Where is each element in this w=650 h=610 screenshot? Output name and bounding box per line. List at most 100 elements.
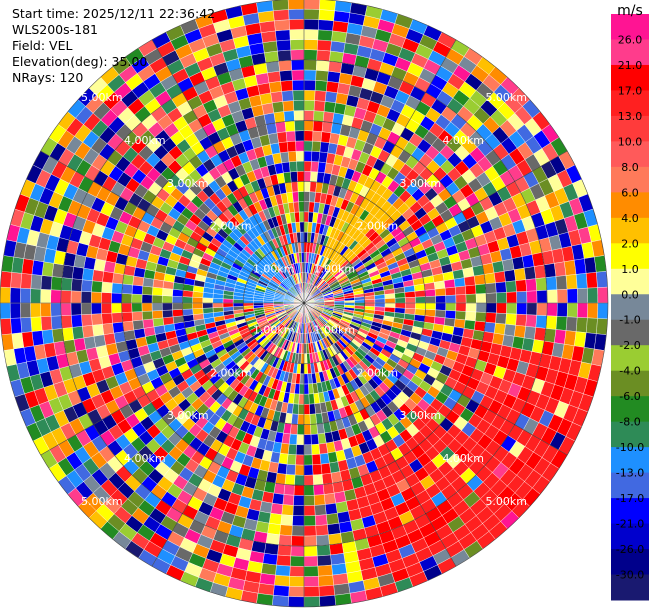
range-gate: [162, 316, 175, 326]
range-gate: [303, 484, 315, 496]
range-gate: [30, 316, 43, 332]
range-gate: [493, 271, 506, 284]
range-gate: [506, 291, 517, 304]
range-gate: [597, 286, 609, 304]
range-gate: [287, 151, 297, 163]
range-gate: [40, 316, 53, 331]
range-ring-label: 4.00km: [124, 134, 166, 147]
range-gate: [279, 524, 293, 536]
range-gate: [272, 0, 289, 11]
range-gate: [91, 280, 103, 293]
range-gate: [333, 491, 347, 504]
range-gate: [326, 81, 340, 94]
range-gate: [0, 318, 12, 335]
range-gate: [324, 502, 338, 515]
range-gate: [296, 424, 305, 435]
range-gate: [82, 267, 95, 281]
range-gate: [121, 283, 133, 295]
range-gate: [277, 544, 292, 557]
range-gate: [404, 291, 416, 298]
range-gate: [131, 284, 143, 295]
range-gate: [299, 211, 305, 223]
range-gate: [111, 292, 123, 304]
range-gate: [276, 462, 288, 475]
range-gate: [485, 292, 497, 304]
range-gate: [82, 325, 95, 339]
range-gate: [564, 330, 577, 347]
range-gate: [273, 111, 286, 124]
range-ring-label: 3.00km: [167, 177, 209, 190]
range-gate: [323, 492, 336, 505]
range-gate: [414, 290, 426, 298]
range-gate: [20, 287, 31, 304]
range-gate: [259, 573, 276, 586]
range-gate: [172, 295, 183, 304]
range-gate: [585, 272, 598, 289]
range-gate: [303, 404, 311, 415]
range-gate: [303, 454, 313, 466]
range-gate: [317, 564, 333, 577]
range-gate: [192, 302, 203, 310]
range-gate: [303, 373, 309, 385]
range-gate: [262, 553, 278, 566]
range-gate: [318, 574, 334, 587]
range-gate: [111, 302, 123, 314]
range-gate: [303, 505, 316, 516]
range-gate: [272, 492, 285, 505]
colorbar-tick-label: -1.0: [619, 314, 640, 327]
range-gate: [161, 295, 173, 304]
range-gate: [278, 141, 289, 154]
range-gate: [329, 461, 341, 474]
range-gate: [319, 452, 330, 465]
range-gate: [423, 282, 436, 291]
range-gate: [267, 71, 281, 84]
range-gate: [384, 302, 396, 308]
range-gate: [292, 79, 305, 91]
range-gate: [453, 277, 466, 288]
range-gate: [60, 290, 72, 304]
range-gate: [91, 313, 103, 326]
range-gate: [516, 302, 528, 315]
range-gate: [462, 266, 475, 278]
range-gate: [295, 140, 305, 152]
range-gate: [289, 29, 305, 41]
range-gate: [72, 266, 85, 280]
range-gate: [503, 323, 516, 337]
range-gate: [303, 545, 318, 557]
range-gate: [40, 289, 52, 304]
range-gate: [291, 69, 305, 81]
range-gate: [132, 275, 145, 287]
range-gate: [290, 49, 305, 61]
range-gate: [296, 171, 305, 182]
range-gate: [435, 295, 447, 304]
range-gate: [303, 221, 309, 233]
range-gate: [415, 302, 426, 310]
range-gate: [303, 535, 317, 547]
range-gate: [303, 333, 307, 344]
range-ring-label: 4.00km: [442, 452, 484, 465]
range-gate: [297, 404, 305, 415]
range-gate: [50, 315, 63, 330]
range-gate: [0, 286, 11, 304]
range-gate: [328, 532, 343, 546]
range-gate: [506, 302, 517, 315]
range-gate: [290, 171, 298, 183]
colorbar-tick-label: 6.0: [621, 186, 639, 199]
range-gate: [526, 302, 538, 316]
range-gate: [291, 525, 305, 537]
range-gate: [293, 100, 305, 111]
range-gate: [585, 317, 598, 334]
range-gate: [424, 289, 436, 297]
range-gate: [286, 453, 297, 466]
range-gate: [91, 291, 102, 304]
range-gate: [192, 296, 203, 304]
range-gate: [40, 275, 53, 290]
range-gate: [151, 302, 163, 312]
range-gate: [267, 132, 279, 145]
range-gate: [292, 90, 305, 101]
range-gate: [493, 322, 506, 335]
range-gate: [327, 71, 341, 84]
range-gate: [101, 292, 112, 304]
range-gate: [315, 524, 329, 536]
range-gate: [597, 302, 609, 320]
